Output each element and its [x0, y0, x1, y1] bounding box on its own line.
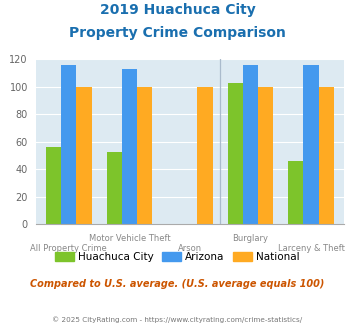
Bar	[243, 65, 258, 224]
Bar	[137, 87, 152, 224]
Text: All Property Crime: All Property Crime	[31, 244, 107, 253]
Text: Burglary: Burglary	[233, 234, 268, 243]
Bar	[106, 151, 122, 224]
Bar	[228, 83, 243, 224]
Text: Motor Vehicle Theft: Motor Vehicle Theft	[88, 234, 170, 243]
Text: Compared to U.S. average. (U.S. average equals 100): Compared to U.S. average. (U.S. average …	[30, 279, 325, 289]
Text: Larceny & Theft: Larceny & Theft	[278, 244, 344, 253]
Text: Property Crime Comparison: Property Crime Comparison	[69, 26, 286, 40]
Bar	[258, 87, 273, 224]
Text: © 2025 CityRating.com - https://www.cityrating.com/crime-statistics/: © 2025 CityRating.com - https://www.city…	[53, 317, 302, 323]
Bar	[319, 87, 334, 224]
Bar	[122, 69, 137, 224]
Bar	[61, 65, 76, 224]
Legend: Huachuca City, Arizona, National: Huachuca City, Arizona, National	[51, 248, 304, 266]
Bar	[288, 161, 304, 224]
Bar	[197, 87, 213, 224]
Bar	[46, 148, 61, 224]
Text: Arson: Arson	[178, 244, 202, 253]
Bar	[76, 87, 92, 224]
Text: 2019 Huachuca City: 2019 Huachuca City	[100, 3, 255, 17]
Bar	[304, 65, 319, 224]
